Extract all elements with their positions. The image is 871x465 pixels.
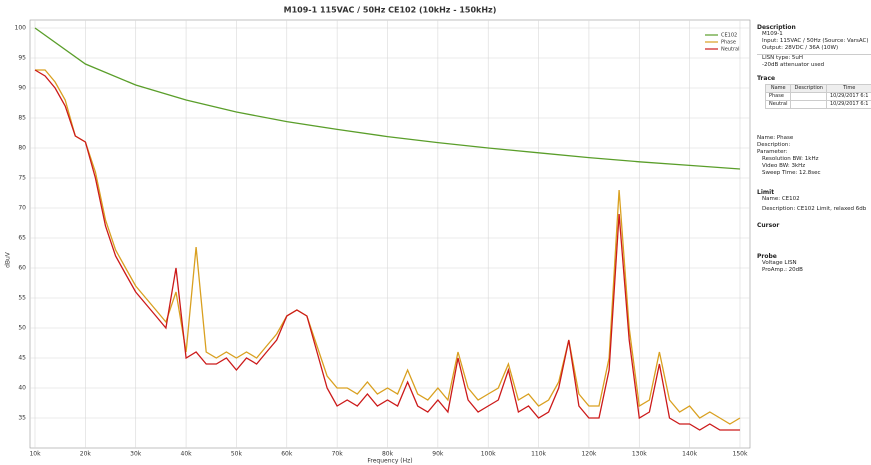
cell: 10/29/2017 6:1 bbox=[825, 92, 871, 101]
text: LISN type: 5uH bbox=[757, 54, 871, 62]
trace-table: Name Description Time Phase 10/29/2017 6:1 … bbox=[764, 84, 871, 109]
x-tick-label: 110k bbox=[531, 451, 546, 458]
x-tick-label: 40k bbox=[181, 451, 193, 458]
y-tick-label: 70 bbox=[18, 205, 26, 212]
text: Name: CE102 bbox=[762, 196, 800, 202]
legend-label: CE102 bbox=[721, 33, 737, 39]
x-tick-label: 80k bbox=[382, 451, 394, 458]
cell[interactable]: Phase bbox=[764, 92, 792, 101]
x-axis-label: Frequency (Hz) bbox=[367, 458, 412, 465]
heading: Probe bbox=[757, 253, 777, 260]
legend-label: Phase bbox=[721, 40, 736, 46]
chart: M109-1 115VAC / 50Hz CE102 (10kHz - 150k… bbox=[5, 6, 751, 465]
text: Description: bbox=[757, 142, 791, 148]
y-tick-label: 35 bbox=[18, 415, 26, 422]
text: Name: Phase bbox=[757, 135, 794, 141]
y-tick-label: 95 bbox=[18, 55, 26, 62]
heading: Trace bbox=[757, 75, 776, 82]
info-panel: Description M109-1 Input: 115VAC / 50Hz … bbox=[757, 24, 871, 274]
x-tick-label: 140k bbox=[682, 451, 697, 458]
legend-label: Neutral bbox=[721, 47, 739, 53]
series-line bbox=[34, 69, 740, 431]
x-tick-label: 50k bbox=[231, 451, 243, 458]
series-line bbox=[35, 69, 741, 425]
col-header: Name bbox=[764, 84, 792, 93]
cell[interactable]: Neutral bbox=[764, 100, 792, 109]
x-tick-label: 30k bbox=[130, 451, 142, 458]
x-tick-label: 20k bbox=[80, 451, 92, 458]
cell bbox=[790, 100, 827, 109]
y-tick-label: 50 bbox=[18, 325, 26, 332]
x-tick-label: 90k bbox=[432, 451, 444, 458]
text: Parameter: bbox=[757, 149, 788, 155]
plot-area bbox=[29, 19, 751, 449]
text: M109-1 bbox=[762, 31, 783, 37]
x-tick-label: 60k bbox=[281, 451, 293, 458]
series-line bbox=[34, 27, 741, 170]
heading: Limit bbox=[757, 189, 775, 196]
y-tick-label: 100 bbox=[15, 25, 27, 32]
text: Video BW: 3kHz bbox=[762, 163, 806, 169]
y-tick-label: 40 bbox=[18, 385, 26, 392]
cell bbox=[790, 92, 827, 101]
heading: Cursor bbox=[757, 222, 780, 229]
text: ProAmp.: 20dB bbox=[762, 267, 803, 273]
text: Input: 115VAC / 50Hz (Source: VarsAC) bbox=[762, 38, 869, 44]
col-header: Time bbox=[825, 84, 871, 93]
y-tick-label: 85 bbox=[18, 115, 26, 122]
spacer bbox=[757, 109, 871, 135]
heading: Description bbox=[757, 24, 796, 31]
text: -20dB attenuator used bbox=[762, 62, 825, 68]
text: Description: CE102 Limit, relaxed 6db bbox=[762, 206, 867, 212]
y-axis-label: dBuV bbox=[5, 251, 12, 268]
text: Resolution BW: 1kHz bbox=[762, 156, 819, 162]
y-tick-label: 60 bbox=[18, 265, 26, 272]
chart-title: M109-1 115VAC / 50Hz CE102 (10kHz - 150k… bbox=[284, 6, 497, 15]
y-tick-label: 75 bbox=[18, 175, 26, 182]
x-tick-label: 70k bbox=[332, 451, 344, 458]
y-tick-label: 90 bbox=[18, 85, 26, 92]
text: Sweep Time: 12.8sec bbox=[762, 170, 821, 176]
x-tick-label: 10k bbox=[29, 451, 41, 458]
y-tick-label: 65 bbox=[18, 235, 26, 242]
col-header: Description bbox=[790, 84, 827, 93]
x-tick-label: 100k bbox=[481, 451, 496, 458]
y-tick-label: 45 bbox=[18, 355, 26, 362]
text: Output: 28VDC / 36A (10W) bbox=[762, 45, 839, 51]
y-tick-label: 55 bbox=[18, 295, 26, 302]
cell: 10/29/2017 6:1 bbox=[825, 100, 871, 109]
text: Voltage LISN bbox=[762, 260, 797, 266]
x-tick-label: 130k bbox=[632, 451, 647, 458]
y-tick-label: 80 bbox=[18, 145, 26, 152]
x-tick-label: 120k bbox=[581, 451, 596, 458]
x-tick-label: 150k bbox=[733, 451, 748, 458]
